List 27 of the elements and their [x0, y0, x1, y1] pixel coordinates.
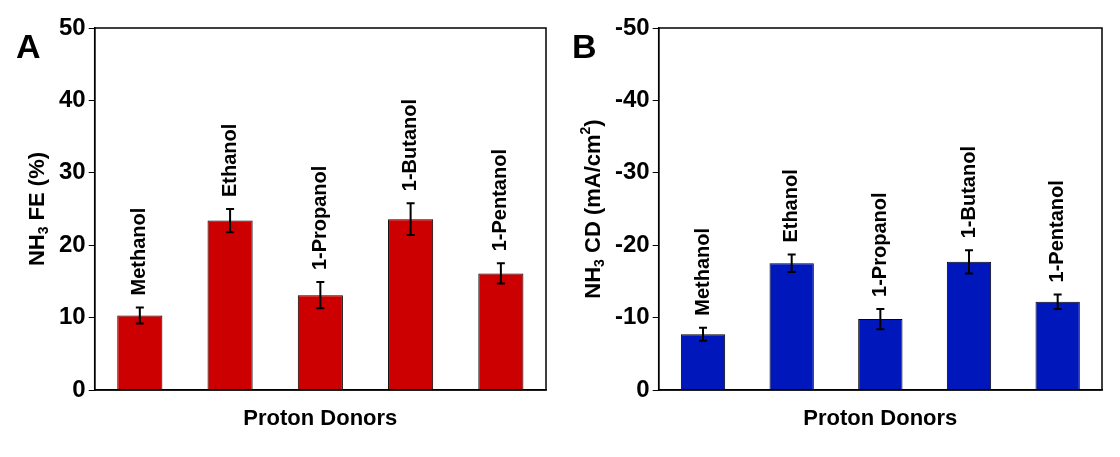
text: B: [572, 27, 597, 66]
category-label: Ethanol: [217, 123, 240, 197]
category-label: 1-Propanol: [307, 165, 330, 271]
y-tick-label: 50: [58, 12, 86, 40]
y-tick-label: -10: [615, 302, 650, 330]
y-tick-label: 20: [58, 229, 86, 257]
x-axis-title: Proton Donors: [243, 405, 398, 431]
category-label: 1-Pentanol: [1045, 180, 1068, 283]
y-tick-label: 10: [58, 302, 86, 330]
y-tick-label: 0: [636, 374, 650, 402]
y-axis-title: NH3 FE (%): [24, 151, 52, 267]
text: A: [16, 27, 41, 66]
y-tick-label: -50: [615, 12, 650, 40]
category-label: Ethanol: [779, 169, 802, 243]
category-label: 1-Butanol: [398, 98, 421, 192]
y-tick-label: 0: [72, 374, 86, 402]
x-axis-title: Proton Donors: [803, 405, 958, 431]
category-label: 1-Butanol: [956, 146, 979, 239]
category-label: Methanol: [690, 227, 713, 316]
y-tick-label: -20: [615, 229, 650, 257]
y-tick-label: -30: [615, 157, 650, 185]
y-tick-label: 40: [58, 85, 86, 113]
y-tick-label: 30: [58, 157, 86, 185]
category-label: 1-Pentanol: [488, 149, 511, 252]
y-tick-label: -40: [615, 85, 650, 113]
category-label: 1-Propanol: [867, 192, 890, 297]
category-label: Methanol: [127, 207, 150, 296]
